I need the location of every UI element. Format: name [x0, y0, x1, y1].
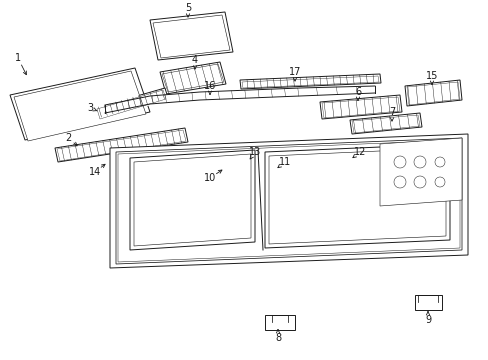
Polygon shape [14, 71, 146, 141]
Polygon shape [379, 138, 461, 206]
Polygon shape [134, 154, 250, 246]
Polygon shape [130, 150, 254, 250]
Text: 8: 8 [274, 333, 281, 343]
Text: 13: 13 [248, 147, 261, 157]
Polygon shape [116, 138, 461, 264]
Text: 6: 6 [354, 87, 360, 97]
Polygon shape [95, 88, 168, 118]
Polygon shape [319, 95, 401, 119]
Polygon shape [10, 68, 150, 140]
Polygon shape [349, 113, 421, 134]
Text: 11: 11 [278, 157, 290, 167]
Polygon shape [150, 12, 232, 60]
Polygon shape [404, 80, 461, 106]
Polygon shape [110, 134, 467, 268]
Text: 14: 14 [89, 167, 101, 177]
Polygon shape [240, 74, 380, 89]
Polygon shape [414, 295, 441, 310]
Text: 9: 9 [424, 315, 430, 325]
Text: 7: 7 [388, 107, 394, 117]
Text: 16: 16 [203, 81, 216, 91]
Text: 17: 17 [288, 67, 301, 77]
Text: 12: 12 [353, 147, 366, 157]
Polygon shape [268, 148, 445, 244]
Text: 4: 4 [192, 55, 198, 65]
Text: 2: 2 [65, 133, 71, 143]
Text: 10: 10 [203, 173, 216, 183]
Polygon shape [55, 128, 187, 162]
Polygon shape [160, 62, 225, 94]
Polygon shape [264, 144, 449, 248]
Polygon shape [264, 315, 294, 330]
Text: 3: 3 [87, 103, 93, 113]
Text: 5: 5 [184, 3, 191, 13]
Text: 1: 1 [15, 53, 21, 63]
Polygon shape [118, 140, 459, 262]
Polygon shape [153, 15, 229, 58]
Text: 15: 15 [425, 71, 437, 81]
